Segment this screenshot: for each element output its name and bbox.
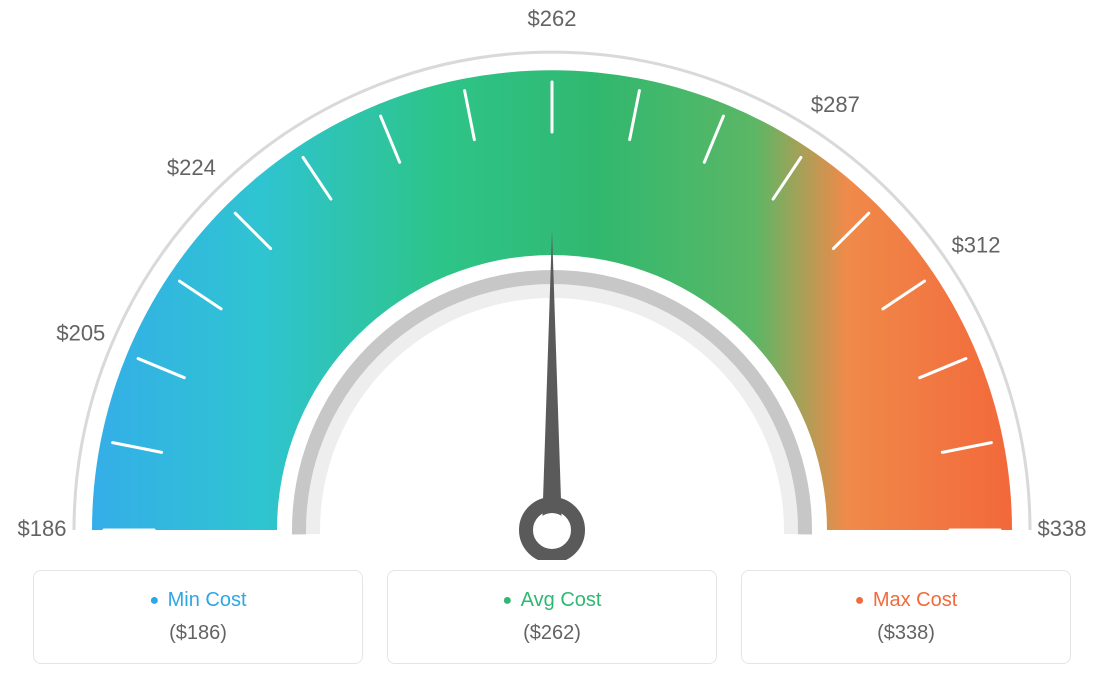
legend-card-min: Min Cost ($186): [33, 570, 363, 664]
svg-text:$186: $186: [18, 516, 67, 541]
legend-title-max: Max Cost: [754, 589, 1058, 612]
legend-row: Min Cost ($186) Avg Cost ($262) Max Cost…: [0, 570, 1104, 664]
svg-text:$287: $287: [811, 92, 860, 117]
gauge-svg: $186 $205 $224 $262 $287 $312 $338: [0, 0, 1104, 560]
legend-card-avg: Avg Cost ($262): [387, 570, 717, 664]
svg-text:$205: $205: [56, 321, 105, 346]
legend-card-max: Max Cost ($338): [741, 570, 1071, 664]
cost-gauge-chart: $186 $205 $224 $262 $287 $312 $338: [0, 0, 1104, 560]
legend-value-min: ($186): [46, 622, 350, 645]
svg-text:$312: $312: [952, 232, 1001, 257]
legend-title-avg: Avg Cost: [400, 589, 704, 612]
legend-value-max: ($338): [754, 622, 1058, 645]
svg-text:$338: $338: [1038, 516, 1087, 541]
svg-text:$224: $224: [167, 155, 216, 180]
legend-title-min: Min Cost: [46, 589, 350, 612]
svg-text:$262: $262: [528, 6, 577, 31]
legend-value-avg: ($262): [400, 622, 704, 645]
